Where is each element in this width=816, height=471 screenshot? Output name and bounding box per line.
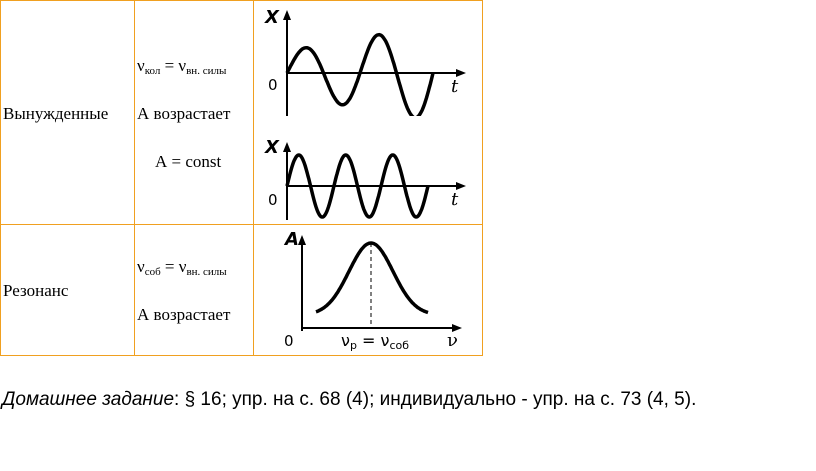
graph1-y-label: X	[264, 7, 280, 28]
row-forced-amplitude: А возрастает	[137, 104, 231, 123]
graph2-origin-label: 0	[268, 191, 278, 209]
graph1-y-arrow	[283, 10, 291, 20]
graph3-origin-label: 0	[284, 332, 294, 350]
column-divider-1	[134, 0, 135, 356]
row-resonance-amplitude: А возрастает	[137, 305, 231, 324]
graph3-y-arrow	[298, 235, 306, 245]
graph1-x-arrow	[456, 69, 466, 77]
row-forced-type: Вынужденные	[3, 104, 109, 123]
row-resonance-frequency-formula: νсоб = νвн. силы	[137, 257, 227, 278]
graph1-origin-label: 0	[268, 76, 278, 94]
graph1-x-label: t	[451, 76, 459, 97]
graph3-y-label: A	[283, 229, 299, 250]
column-divider-2	[253, 0, 254, 356]
graph-constant-amplitude: X t 0	[264, 137, 466, 220]
graph-growing-amplitude: X t 0	[264, 7, 466, 116]
graph3-resonance-formula: νр = νсоб	[341, 331, 409, 352]
row-forced-frequency-formula: νкол = νвн. силы	[137, 56, 227, 77]
row-forced-amplitude-const: А = const	[155, 152, 222, 171]
homework-body: : § 16; упр. на с. 68 (4); индивидуально…	[174, 389, 697, 410]
row-divider	[0, 224, 483, 225]
graph1-wave	[285, 32, 435, 116]
homework-label: Домашнее задание	[2, 389, 175, 410]
graph3-x-arrow	[452, 324, 462, 332]
graph3-resonance-curve-line	[315, 241, 429, 315]
row-resonance-type: Резонанс	[3, 281, 69, 300]
oscillations-table	[0, 0, 483, 356]
graph-resonance-curve: A ν 0 νр = νсоб	[283, 229, 462, 352]
graph2-wave	[285, 153, 430, 219]
graph2-x-arrow	[456, 182, 466, 190]
graph3-x-label: ν	[447, 330, 458, 351]
graph2-y-arrow	[283, 142, 291, 152]
graph2-y-label: X	[264, 137, 280, 158]
graph2-x-label: t	[451, 189, 459, 210]
homework-text: Домашнее задание: § 16; упр. на с. 68 (4…	[2, 384, 814, 415]
